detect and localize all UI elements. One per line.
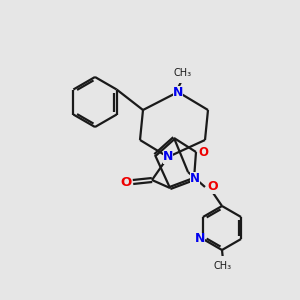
Text: CH₃: CH₃ <box>174 68 192 78</box>
Text: O: O <box>208 181 218 194</box>
Text: O: O <box>198 146 208 158</box>
Text: N: N <box>173 85 183 98</box>
Text: CH₃: CH₃ <box>214 261 232 271</box>
Text: N: N <box>195 232 205 245</box>
Text: O: O <box>120 176 132 188</box>
Text: N: N <box>163 151 173 164</box>
Text: N: N <box>190 172 200 184</box>
